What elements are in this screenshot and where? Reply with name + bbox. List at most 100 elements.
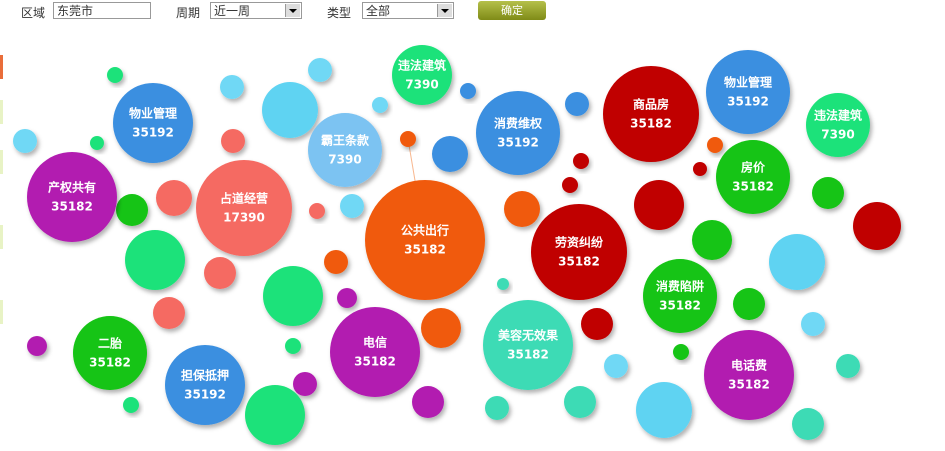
bubble-decor [123, 397, 139, 413]
topic-count: 17390 [223, 211, 265, 225]
edge-tab [0, 100, 3, 124]
period-select[interactable]: 近一周 [210, 2, 302, 19]
topic-count: 7390 [405, 78, 438, 92]
bubble-decor [309, 203, 325, 219]
topic-count: 35182 [89, 356, 131, 370]
bubble-decor [400, 131, 416, 147]
topic-label: 产权共有 [48, 180, 96, 195]
bubble-decor [565, 92, 589, 116]
topic-label: 占道经营 [220, 191, 268, 206]
topic-label: 美容无效果 [498, 328, 558, 343]
bubble-decor [156, 180, 192, 216]
region-input[interactable]: 东莞市 [53, 2, 151, 19]
bubble-decor [340, 194, 364, 218]
period-label: 周期 [176, 6, 201, 20]
topic-label: 二胎 [98, 336, 122, 351]
topic-count: 35182 [732, 180, 774, 194]
bubble-decor [573, 153, 589, 169]
topic-bubble [73, 316, 147, 390]
topic-count: 35192 [727, 95, 769, 109]
bubble-decor [13, 129, 37, 153]
topic-bubble [706, 50, 790, 134]
bubble-decor [220, 75, 244, 99]
region-label: 区域 [21, 6, 46, 20]
topic-bubble [165, 345, 245, 425]
bubble-decor [707, 137, 723, 153]
bubble-decor [90, 136, 104, 150]
edge-tab [0, 225, 3, 249]
topic-count: 35182 [507, 348, 549, 362]
bubble-decor [293, 372, 317, 396]
bubble-decor [245, 385, 305, 445]
topic-label: 消费维权 [494, 116, 543, 131]
topic-label: 违法建筑 [814, 108, 862, 123]
topic-count: 7390 [821, 128, 854, 142]
topic-count: 35192 [132, 126, 174, 140]
confirm-button[interactable]: 确定 [478, 1, 546, 20]
topic-count: 35182 [354, 355, 396, 369]
topic-count: 35192 [184, 388, 226, 402]
bubble-decor [324, 250, 348, 274]
topic-label: 担保抵押 [181, 368, 229, 383]
topic-count: 35182 [659, 299, 701, 313]
bubble-decor [412, 386, 444, 418]
topic-label: 违法建筑 [398, 58, 446, 73]
bubble-decor [636, 382, 692, 438]
topic-label: 物业管理 [129, 106, 177, 121]
topic-bubble [330, 307, 420, 397]
topic-bubble [806, 93, 870, 157]
topic-label: 劳资纠纷 [555, 235, 603, 250]
topic-bubble [113, 83, 193, 163]
bubble-decor [792, 408, 824, 440]
bubble-decor [432, 136, 468, 172]
bubble-decor [853, 202, 901, 250]
bubble-decor [285, 338, 301, 354]
bubble-decor [562, 177, 578, 193]
topic-bubble [716, 140, 790, 214]
bubble-decor [801, 312, 825, 336]
bubble-decor [485, 396, 509, 420]
topic-bubble [196, 160, 292, 256]
topic-label: 物业管理 [724, 75, 772, 90]
bubble-decor [812, 177, 844, 209]
bubble-decor [372, 97, 388, 113]
bubble-decor [421, 308, 461, 348]
topic-count: 35192 [497, 136, 539, 150]
topic-bubble [308, 113, 382, 187]
topic-label: 商品房 [633, 97, 669, 112]
edge-tab [0, 300, 3, 324]
bubble-decor [107, 67, 123, 83]
bubble-decor [460, 83, 476, 99]
topic-bubble [476, 91, 560, 175]
bubble-decor [337, 288, 357, 308]
bubble-decor [125, 230, 185, 290]
bubble-decor [497, 278, 509, 290]
type-select[interactable]: 全部 [362, 2, 454, 19]
topic-count: 35182 [404, 243, 446, 257]
topic-label: 房价 [741, 160, 766, 175]
topic-bubble [704, 330, 794, 420]
topic-bubble [365, 180, 485, 300]
bubble-decor [204, 257, 236, 289]
topic-count: 35182 [51, 200, 93, 214]
topic-bubble [603, 66, 699, 162]
topic-count: 35182 [630, 117, 672, 131]
bubble-decor [733, 288, 765, 320]
period-value: 近一周 [214, 4, 251, 18]
type-label: 类型 [327, 6, 352, 20]
dropdown-arrow [441, 9, 449, 13]
dropdown-arrow [289, 9, 297, 13]
bubble-decor [262, 82, 318, 138]
topic-label: 电话费 [731, 358, 767, 373]
bubble-decor [153, 297, 185, 329]
topic-bubble [392, 45, 452, 105]
bubble-decor [769, 234, 825, 290]
bubble-decor [504, 191, 540, 227]
topic-count: 7390 [328, 153, 361, 167]
topic-label: 电信 [363, 335, 387, 350]
edge-tab [0, 150, 3, 174]
bubble-decor [564, 386, 596, 418]
type-value: 全部 [366, 4, 391, 18]
filter-bar: 区域 东莞市 周期 近一周 类型 全部 确定 [0, 0, 945, 24]
